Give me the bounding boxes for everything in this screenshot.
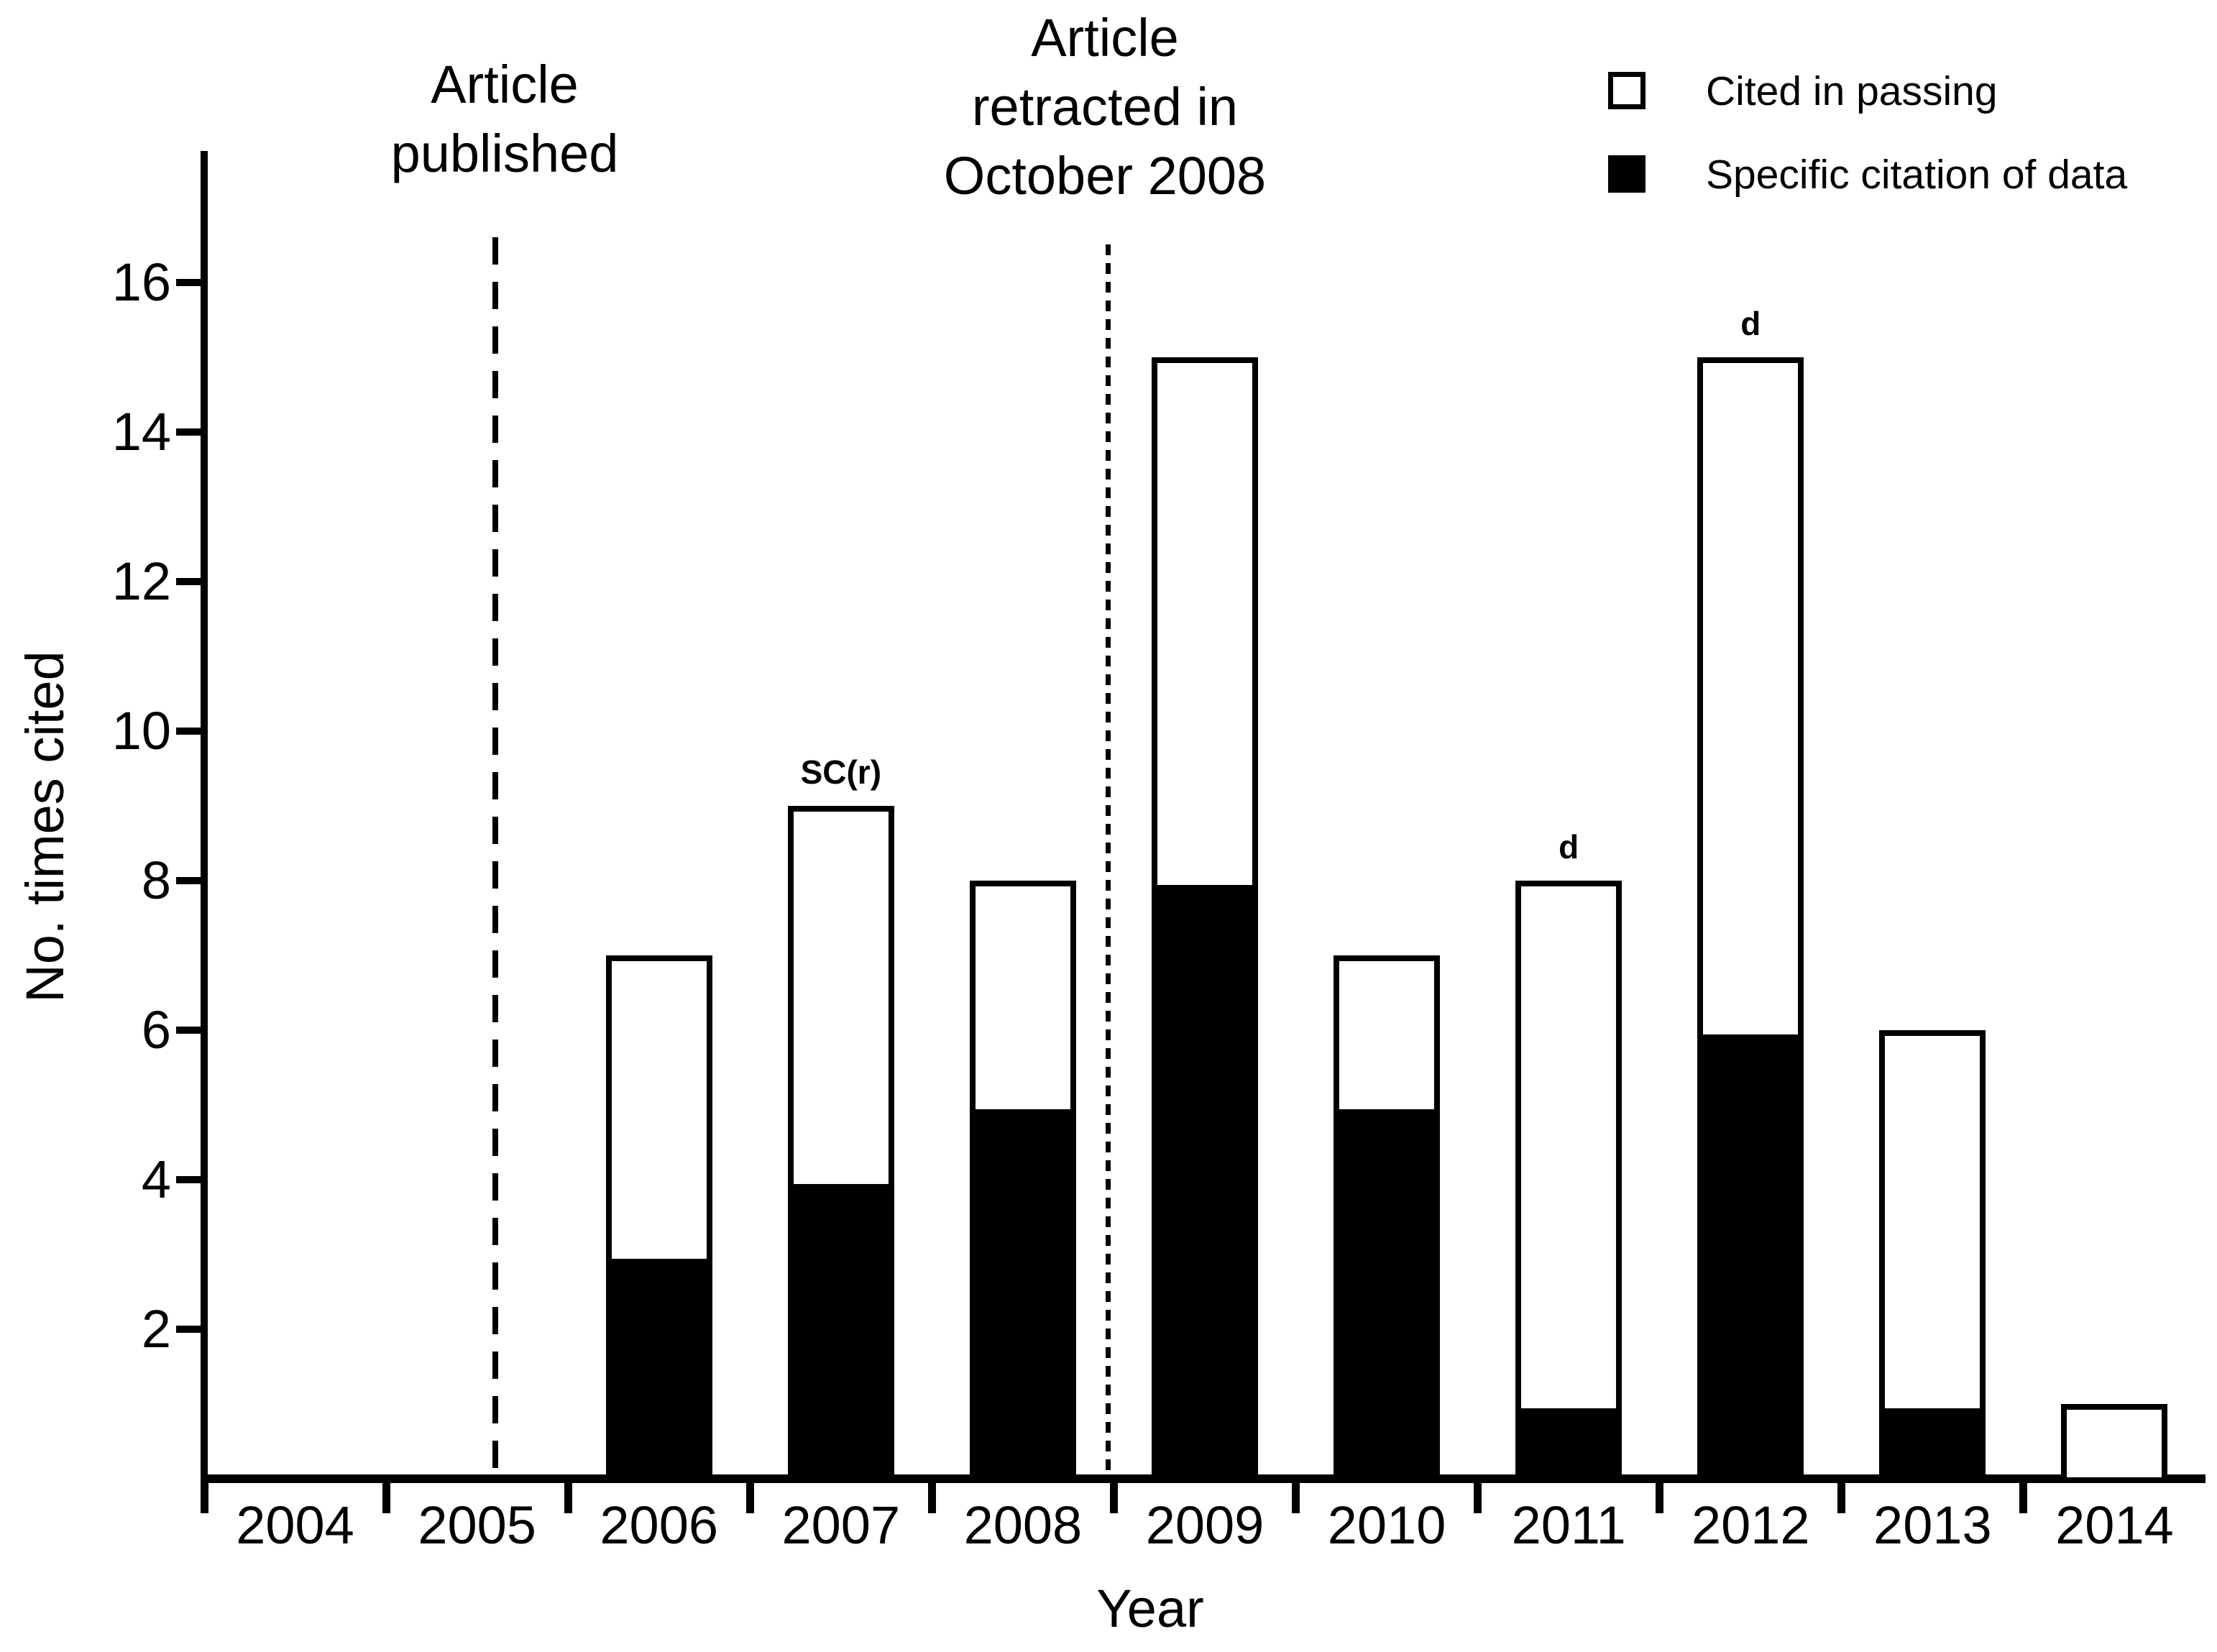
legend-open-square-icon [1608, 72, 1645, 109]
x-tick [2019, 1474, 2028, 1513]
bar-filled-segment-2013 [1879, 1408, 1986, 1483]
bar-2014 [2061, 1404, 2168, 1483]
y-tick [176, 428, 201, 436]
y-tick-label: 2 [141, 1299, 171, 1359]
bar-annotation-2012: d [1740, 305, 1761, 342]
x-year-label: 2013 [1873, 1495, 1992, 1555]
y-tick [176, 728, 201, 735]
x-axis-title: Year [1096, 1579, 1204, 1638]
retracted-annotation-line3: October 2008 [943, 146, 1267, 206]
x-tick [382, 1474, 390, 1513]
legend-label-cited-in-passing: Cited in passing [1706, 68, 1998, 114]
bar-filled-segment-2011 [1515, 1408, 1622, 1483]
bar-2013 [1879, 1030, 1986, 1483]
y-tick-label: 12 [111, 551, 171, 611]
x-year-label: 2011 [1511, 1495, 1626, 1555]
x-tick [1474, 1474, 1482, 1513]
x-year-label: 2010 [1327, 1495, 1446, 1555]
y-tick-label: 6 [141, 1000, 171, 1060]
bar-2012 [1697, 357, 1804, 1483]
bar-filled-segment-2012 [1697, 1034, 1804, 1483]
retracted-annotation-line2: retracted in [971, 77, 1239, 137]
event-vline-retracted [1106, 244, 1111, 1474]
x-year-label: 2006 [600, 1495, 719, 1555]
bar-annotation-2007: SC(r) [800, 753, 882, 791]
retracted-annotation: Article retracted in October 2008 [904, 4, 1306, 211]
y-tick-label: 10 [111, 701, 171, 761]
y-axis-line [201, 151, 208, 1483]
x-tick [200, 1474, 208, 1513]
y-tick-label: 4 [141, 1149, 171, 1209]
event-vline-published [492, 237, 498, 1474]
published-annotation-line1: Article [431, 55, 579, 114]
y-tick-label: 16 [111, 252, 171, 312]
bar-filled-segment-2009 [1152, 885, 1258, 1483]
published-annotation-line2: published [390, 124, 619, 183]
y-tick [176, 1326, 201, 1333]
x-tick [564, 1474, 572, 1513]
x-tick [1837, 1474, 1846, 1513]
legend-filled-square-icon [1608, 155, 1645, 193]
retracted-annotation-line1: Article [1031, 8, 1179, 68]
x-year-label: 2014 [2055, 1495, 2174, 1555]
y-tick [176, 279, 201, 286]
bar-filled-segment-2007 [787, 1184, 894, 1483]
y-tick [176, 1176, 201, 1183]
x-year-label: 2004 [236, 1495, 354, 1555]
bar-2006 [605, 955, 712, 1483]
bar-2011 [1515, 881, 1622, 1483]
x-tick [745, 1474, 754, 1513]
x-tick [1656, 1474, 1664, 1513]
x-year-label: 2009 [1145, 1495, 1264, 1555]
bar-filled-segment-2008 [969, 1109, 1076, 1483]
bar-2007 [787, 806, 894, 1483]
x-tick [1292, 1474, 1300, 1513]
x-year-label: 2005 [418, 1495, 536, 1555]
x-tick [1109, 1474, 1118, 1513]
y-tick [176, 877, 201, 884]
x-year-label: 2012 [1691, 1495, 1810, 1555]
x-year-label: 2008 [963, 1495, 1083, 1555]
legend-label-specific-citation: Specific citation of data [1706, 152, 2128, 198]
bar-2010 [1334, 955, 1441, 1483]
bar-filled-segment-2006 [605, 1259, 712, 1483]
y-axis-title: No. times cited [15, 651, 75, 1003]
y-tick [176, 1027, 201, 1034]
bar-annotation-2011: d [1559, 828, 1579, 866]
x-tick [927, 1474, 936, 1513]
y-tick-label: 14 [111, 402, 171, 462]
published-annotation: Article published [325, 50, 684, 188]
y-tick-label: 8 [141, 850, 171, 910]
y-tick [176, 578, 201, 585]
x-year-label: 2007 [781, 1495, 901, 1555]
bar-2009 [1152, 357, 1258, 1483]
bar-2008 [969, 881, 1076, 1483]
bar-filled-segment-2010 [1334, 1109, 1441, 1483]
